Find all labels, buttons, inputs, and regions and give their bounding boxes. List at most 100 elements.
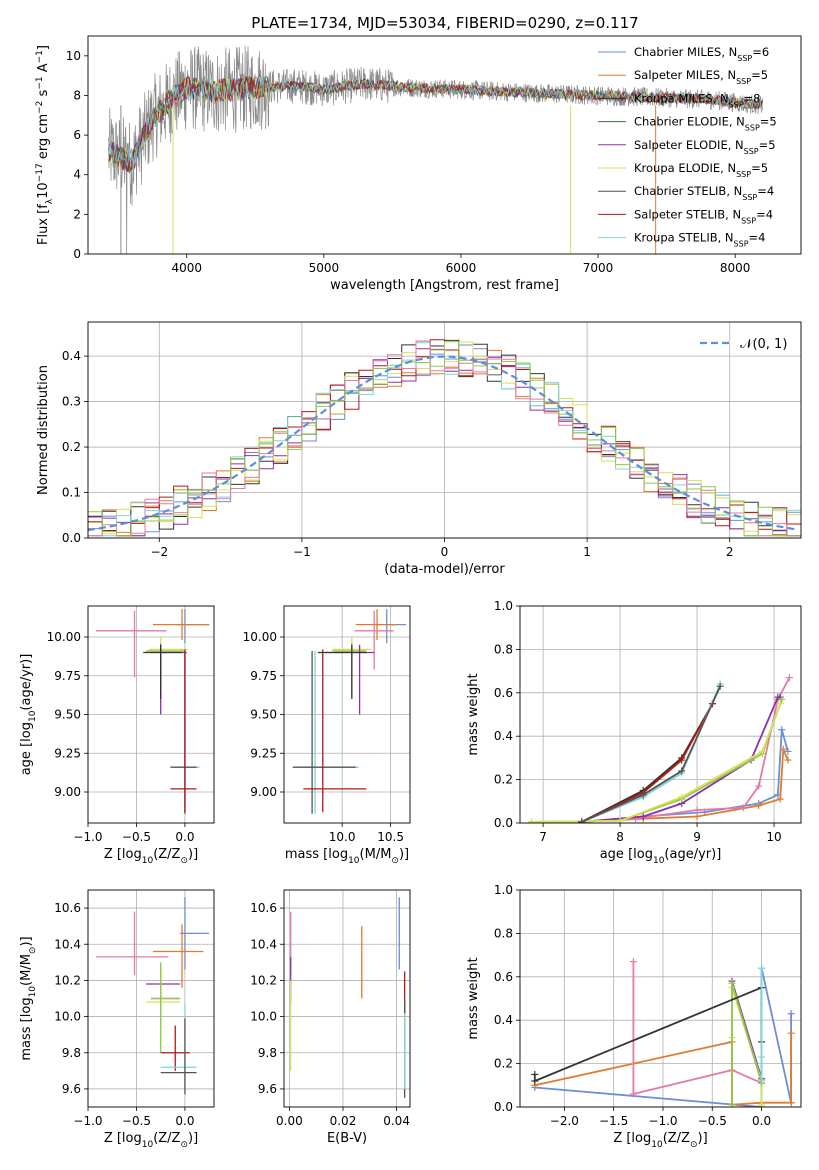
series-marker (758, 1101, 766, 1107)
x-tick-label: −1.0 (648, 1114, 677, 1128)
series-marker (785, 674, 793, 682)
y-tick-label: 10.4 (54, 937, 81, 951)
series-marker (784, 756, 792, 764)
series-line (581, 683, 722, 823)
y-tick-label: 0.4 (62, 349, 81, 363)
series-marker (693, 812, 701, 820)
y-tick-label: 1.0 (494, 599, 513, 613)
series-marker (787, 1099, 795, 1107)
series-marker (758, 1053, 766, 1061)
y-tick-label: 10.6 (250, 901, 277, 915)
y-tick-label: 0.0 (494, 1100, 513, 1114)
series-marker (758, 1077, 766, 1085)
y-tick-label: 9.25 (54, 746, 81, 760)
y-tick-label: 0.1 (62, 486, 81, 500)
axes-frame (519, 889, 802, 1108)
y-tick-label: 10.00 (47, 630, 81, 644)
error-bar (355, 609, 397, 641)
series-marker (776, 700, 784, 708)
axes-frame (87, 321, 802, 539)
x-tick-label: 0.00 (276, 1114, 303, 1128)
series-marker (755, 782, 763, 790)
x-tick-label: −2.0 (550, 1114, 579, 1128)
y-tick-label: 0 (73, 247, 81, 261)
y-tick-label: 0.2 (494, 1057, 513, 1071)
series-marker (531, 1070, 539, 1078)
grid (87, 606, 214, 823)
plot-area (290, 897, 406, 1098)
y-axis-label: mass [log10(M/M⊙)] (19, 936, 38, 1060)
legend-entry: Salpeter MILES, NSSP=5 (634, 68, 768, 86)
legend: 𝒩(0, 1) (700, 337, 787, 352)
y-tick-label: 9.50 (54, 708, 81, 722)
residuals-chart: −2 −1 0 1 2 0.0 0.1 0.2 0.3 0.4 𝒩(0, 1) (data-model… (36, 321, 802, 577)
x-axis-label: Z [log10(Z/Z⊙)] (104, 1131, 198, 1150)
model-spectrum-line (108, 76, 763, 171)
series-line (531, 698, 783, 823)
x-tick-label: 4000 (171, 261, 202, 275)
y-tick-label: 0.0 (494, 816, 513, 830)
x-tick-label: −1 (293, 545, 311, 559)
y-tick-label: 0.2 (494, 773, 513, 787)
spectrum-chart: 4000 5000 6000 7000 8000 0 2 4 6 8 10 Chabrier MILE… (35, 35, 802, 293)
plot-area (292, 609, 407, 814)
error-bar (317, 644, 367, 699)
x-tick-label: 0.0 (175, 1114, 194, 1128)
axes-frame (87, 35, 802, 255)
y-tick-label: 0.2 (62, 440, 81, 454)
x-tick-label: 0.04 (383, 1114, 410, 1128)
x-tick-label: 0 (441, 545, 449, 559)
series-marker (629, 1090, 637, 1098)
series-marker (755, 802, 763, 810)
x-tick-label: −0.5 (122, 830, 151, 844)
x-tick-label: 2 (726, 545, 734, 559)
error-bar (303, 649, 367, 813)
error-bar (152, 609, 210, 641)
x-tick-label: 9 (693, 830, 701, 844)
x-tick-label: 7 (539, 830, 547, 844)
x-tick-label: 8000 (720, 261, 751, 275)
series-marker (678, 756, 686, 764)
error-bar (170, 649, 197, 813)
y-tick-label: 10.4 (250, 937, 277, 951)
x-tick-label: −1.0 (73, 830, 102, 844)
figure-title: PLATE=1734, MJD=53034, FIBERID=0290, z=0… (251, 14, 638, 32)
legend-entry: 𝒩(0, 1) (740, 337, 787, 352)
series-marker (779, 745, 787, 753)
axes-frame (519, 605, 802, 824)
weight-vs-age-chart: 7 8 9 10 0.0 0.2 0.4 0.6 0.8 1.0 age [log10(age/yr… (466, 599, 802, 866)
series-marker (739, 804, 747, 812)
y-tick-label: 0.4 (494, 1013, 513, 1027)
x-tick-label: −0.5 (122, 1114, 151, 1128)
error-bar (160, 1018, 197, 1095)
series-marker (728, 1101, 736, 1107)
error-bar (152, 924, 204, 988)
y-tick-label: 6 (73, 128, 81, 142)
y-tick-label: 9.75 (54, 669, 81, 683)
grid (284, 606, 410, 823)
axes-frame (283, 605, 411, 824)
series-marker (778, 695, 786, 703)
x-tick-label: 0.0 (752, 1114, 771, 1128)
series-marker (678, 767, 686, 775)
y-axis-label: mass weight (466, 673, 481, 755)
legend-entry: Salpeter STELIB, NSSP=4 (634, 207, 773, 225)
x-axis-label: Z [log10(Z/Z⊙)] (104, 847, 198, 866)
error-bar (292, 650, 356, 814)
x-tick-label: 10.0 (329, 830, 356, 844)
y-tick-label: 2 (73, 207, 81, 221)
plot-area (88, 339, 801, 537)
x-axis-label: E(B-V) (327, 1131, 367, 1146)
grid (520, 605, 801, 824)
series-marker (639, 791, 647, 799)
x-tick-label: 1 (583, 545, 591, 559)
legend-entry: Salpeter ELODIE, NSSP=5 (634, 138, 776, 156)
error-bar (149, 637, 188, 696)
y-tick-label: 0.6 (494, 970, 513, 984)
y-tick-label: 9.8 (258, 1046, 277, 1060)
plot-area (95, 897, 210, 1095)
grid (284, 890, 410, 1107)
x-tick-label: 5000 (309, 261, 340, 275)
y-tick-label: 0.8 (494, 926, 513, 940)
axes-frame (87, 605, 215, 824)
